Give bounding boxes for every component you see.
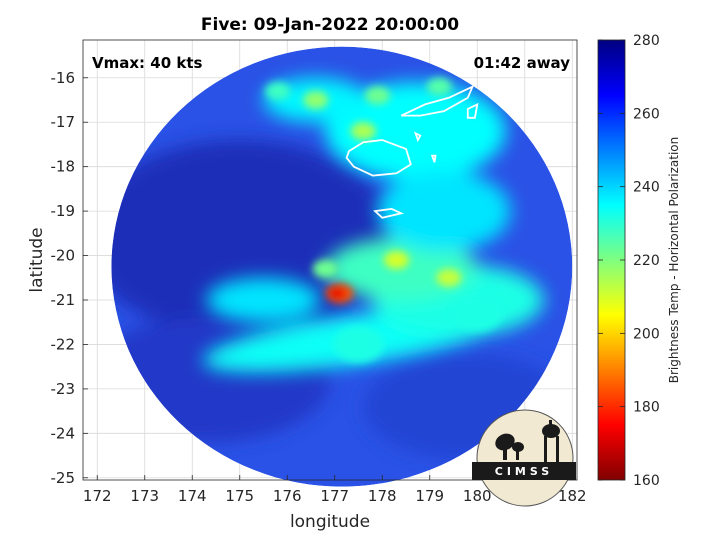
north-band	[325, 82, 506, 180]
cell-rainband	[436, 268, 462, 287]
coastline-vanua-levu	[400, 84, 475, 117]
y-tick-label: -19	[51, 202, 76, 220]
y-tick-label: -22	[51, 335, 76, 353]
colorbar-tick-label: 280	[633, 33, 660, 49]
coastline-kadavu	[373, 207, 405, 219]
colorbar-tick-label: 180	[633, 400, 660, 416]
colorbar-tick-label: 260	[633, 106, 660, 122]
y-axis-label: latitude	[27, 227, 47, 292]
cell-rainband	[303, 91, 329, 109]
cell-rainband	[350, 122, 376, 141]
coastlines	[345, 84, 479, 219]
logo-banner	[472, 462, 576, 480]
coastline-small-island	[413, 131, 422, 143]
colorbar-tick-label: 220	[633, 253, 660, 269]
x-tick-label: 174	[178, 487, 207, 505]
plot-border	[82, 39, 578, 481]
x-tick-label: 172	[83, 487, 112, 505]
east-band	[377, 171, 511, 252]
x-axis-label: longitude	[290, 512, 370, 532]
logo-text: CIMSS	[495, 465, 553, 478]
spiral-band	[206, 277, 321, 323]
colorbar-tick-label: 240	[633, 180, 660, 196]
colorbar-label: Brightness Temp - Horizontal Polarizatio…	[667, 137, 681, 384]
y-tick-label: -21	[51, 291, 76, 309]
chart-title: Five: 09-Jan-2022 20:00:00	[201, 15, 459, 35]
x-tick-label: 180	[463, 487, 492, 505]
inner-rainband	[325, 237, 478, 300]
x-tick-label: 178	[368, 487, 397, 505]
cell-rainband	[426, 77, 452, 96]
x-tick-label: 182	[558, 487, 587, 505]
coastline-small-island	[430, 154, 437, 163]
cold-area	[111, 140, 397, 336]
cell-rainband	[383, 251, 410, 269]
x-tick-label: 175	[225, 487, 254, 505]
y-tick-label: -23	[51, 380, 76, 398]
colorbar-tick-label: 200	[633, 326, 660, 342]
cell-rainband	[312, 259, 338, 278]
vmax-annotation: Vmax: 40 kts	[92, 54, 202, 72]
cell-rainband	[364, 86, 391, 105]
x-tick-label: 179	[415, 487, 444, 505]
coastline-viti-levu	[345, 139, 412, 177]
y-tick-label: -25	[51, 469, 76, 487]
cell-outer_band	[333, 326, 384, 363]
x-tick-label: 176	[273, 487, 302, 505]
y-tick-label: -18	[51, 158, 76, 176]
y-tick-label: -16	[51, 69, 76, 87]
time-away-annotation: 01:42 away	[474, 54, 571, 72]
logo-dish-icon	[495, 433, 524, 460]
cell-rainband	[265, 82, 291, 101]
colorbar-ticks: 280 260 240 220 200 180 160	[598, 33, 660, 489]
x-tick-label: 173	[130, 487, 159, 505]
y-tick-label: -17	[51, 113, 76, 131]
y-axis-ticks: -16 -17 -18 -19 -20 -21 -22 -23 -24 -25	[51, 69, 88, 487]
convective-cells	[265, 77, 503, 363]
y-tick-label: -24	[51, 424, 76, 442]
cell-outer_band	[452, 295, 503, 332]
cimss-logo: CIMSS	[472, 409, 576, 507]
colorbar-tick-label: 160	[633, 473, 660, 489]
deep-convection-core	[328, 287, 347, 300]
logo-tower-icon	[542, 420, 560, 464]
coastline-taveuni	[466, 102, 479, 119]
y-tick-label: -20	[51, 247, 76, 265]
x-tick-label: 177	[320, 487, 349, 505]
